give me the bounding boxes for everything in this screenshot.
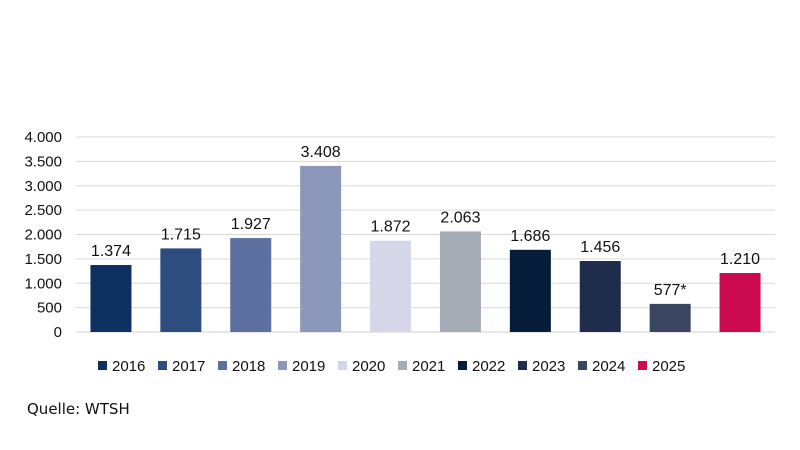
bars bbox=[90, 165, 761, 332]
y-tick-label: 1.500 bbox=[24, 251, 62, 268]
bar-2021 bbox=[439, 231, 481, 332]
legend-label-2018: 2018 bbox=[232, 358, 265, 375]
value-label-2022: 1.686 bbox=[510, 228, 550, 245]
value-label-2025: 1.210 bbox=[720, 251, 760, 268]
legend-swatch-2025 bbox=[638, 361, 647, 370]
legend-label-2017: 2017 bbox=[172, 358, 205, 375]
legend-swatch-2024 bbox=[578, 361, 587, 370]
y-tick-label: 0 bbox=[54, 324, 62, 341]
value-label-2016: 1.374 bbox=[91, 243, 131, 260]
source-note: Quelle: WTSH bbox=[27, 400, 130, 418]
legend-swatch-2023 bbox=[518, 361, 527, 370]
bar-2022 bbox=[509, 249, 551, 332]
value-label-2019: 3.408 bbox=[301, 144, 341, 161]
legend-swatch-2019 bbox=[278, 361, 287, 370]
value-label-2017: 1.715 bbox=[161, 226, 201, 243]
legend-label-2020: 2020 bbox=[352, 358, 385, 375]
bar-2016 bbox=[90, 265, 132, 332]
legend: 2016 2017 2018 2019 2020 2021 2022 2023 2024 2025 bbox=[98, 358, 685, 375]
legend-swatch-2021 bbox=[398, 361, 407, 370]
bar-2018 bbox=[230, 238, 272, 332]
legend-swatch-2016 bbox=[98, 361, 107, 370]
legend-swatch-2020 bbox=[338, 361, 347, 370]
y-tick-label: 2.000 bbox=[24, 227, 62, 244]
legend-label-2024: 2024 bbox=[592, 358, 625, 375]
bar-2019 bbox=[300, 165, 342, 332]
bar-2023 bbox=[579, 261, 621, 332]
value-label-2020: 1.872 bbox=[371, 219, 411, 236]
legend-label-2023: 2023 bbox=[532, 358, 565, 375]
y-tick-label: 3.000 bbox=[24, 178, 62, 195]
legend-label-2016: 2016 bbox=[112, 358, 145, 375]
legend-label-2022: 2022 bbox=[472, 358, 505, 375]
y-tick-label: 4.000 bbox=[24, 129, 62, 146]
y-tick-label: 500 bbox=[37, 300, 62, 317]
value-labels: 1.374 1.715 1.927 3.408 1.872 2.063 1.686 1.456… bbox=[91, 144, 760, 299]
value-label-2023: 1.456 bbox=[580, 239, 620, 256]
y-tick-label: 3.500 bbox=[24, 153, 62, 170]
value-label-2024: 577* bbox=[654, 282, 687, 299]
bar-2024 bbox=[649, 303, 691, 332]
y-tick-label: 2.500 bbox=[24, 202, 62, 219]
legend-swatch-2022 bbox=[458, 361, 467, 370]
legend-label-2021: 2021 bbox=[412, 358, 445, 375]
y-axis-ticks: 0 500 1.000 1.500 2.000 2.500 3.000 3.500 4.000 bbox=[24, 129, 62, 341]
y-tick-label: 1.000 bbox=[24, 275, 62, 292]
bar-2025 bbox=[719, 273, 761, 332]
legend-label-2025: 2025 bbox=[652, 358, 685, 375]
value-label-2021: 2.063 bbox=[440, 209, 480, 226]
legend-swatch-2018 bbox=[218, 361, 227, 370]
bar-2017 bbox=[160, 248, 202, 332]
legend-label-2019: 2019 bbox=[292, 358, 325, 375]
bar-2020 bbox=[370, 240, 412, 332]
legend-swatch-2017 bbox=[158, 361, 167, 370]
value-label-2018: 1.927 bbox=[231, 216, 271, 233]
